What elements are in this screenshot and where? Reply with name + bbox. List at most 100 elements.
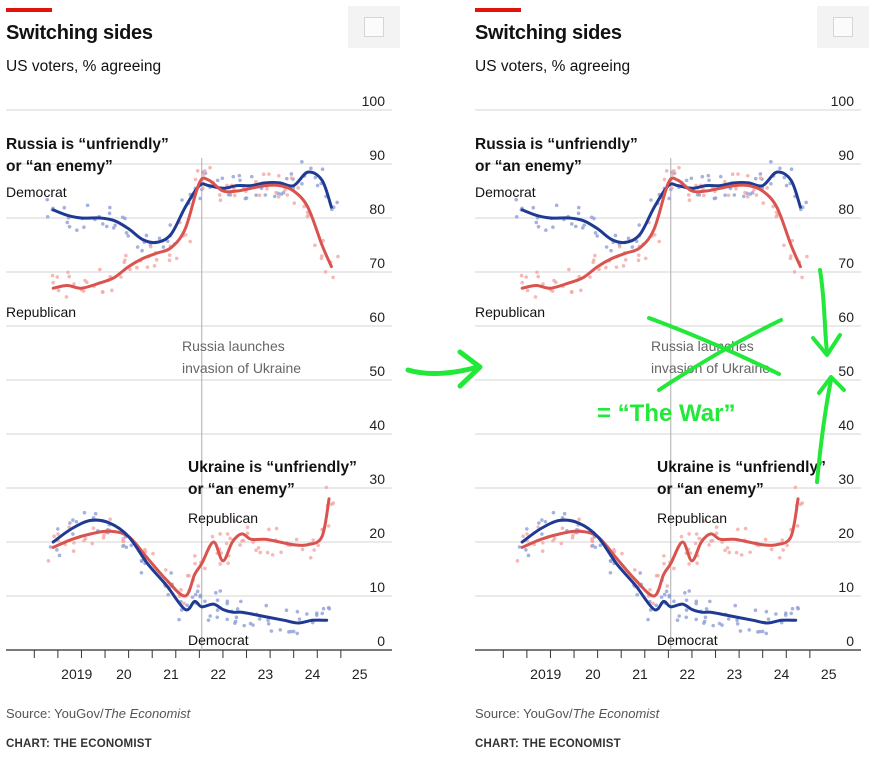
survey-dot	[760, 629, 765, 634]
survey-dot	[662, 177, 667, 182]
panel-gap	[405, 0, 469, 758]
survey-dot	[782, 175, 787, 180]
survey-dot	[552, 536, 557, 541]
survey-dot	[526, 553, 531, 558]
survey-dot	[544, 228, 548, 232]
survey-dot	[65, 220, 70, 225]
arrow-down-icon	[818, 268, 829, 354]
survey-dot	[174, 256, 179, 261]
survey-dot	[119, 275, 123, 279]
survey-dot	[580, 226, 585, 230]
survey-dot	[525, 532, 529, 536]
survey-dot	[524, 275, 529, 279]
russia-panel-label: or “an enemy”	[6, 158, 113, 175]
survey-dot	[274, 526, 279, 531]
survey-dot	[725, 546, 730, 550]
survey-dot	[124, 545, 129, 550]
survey-dot	[592, 258, 596, 262]
series-line-republican-ukraine	[51, 497, 331, 598]
survey-dot	[294, 537, 299, 542]
y-tick-label: 40	[369, 417, 385, 433]
survey-dot	[203, 599, 207, 604]
survey-dot	[225, 617, 229, 622]
survey-dot	[590, 543, 595, 548]
survey-dot	[135, 245, 140, 249]
survey-dot	[519, 273, 524, 278]
y-tick-label: 100	[362, 93, 386, 109]
survey-dot	[714, 531, 719, 536]
survey-dot	[702, 619, 707, 624]
x-tick-label: 21	[163, 666, 179, 682]
bookmark-icon[interactable]	[348, 6, 400, 48]
survey-dot	[193, 561, 197, 566]
y-tick-label: 60	[838, 309, 854, 325]
survey-dot	[267, 172, 271, 176]
survey-dot	[781, 548, 785, 552]
survey-dot	[536, 224, 541, 229]
survey-dot	[777, 556, 782, 560]
survey-dot	[201, 186, 205, 190]
survey-dot	[311, 538, 316, 543]
y-tick-label: 30	[369, 471, 385, 487]
x-tick-label: 21	[632, 666, 648, 682]
survey-dot	[225, 601, 229, 606]
survey-dot	[218, 589, 223, 593]
survey-dot	[67, 274, 72, 279]
survey-dot	[608, 570, 613, 575]
survey-dot	[279, 192, 284, 196]
survey-dot	[257, 193, 262, 198]
survey-dot	[670, 186, 674, 190]
bookmark-icon[interactable]	[817, 6, 869, 48]
survey-dot	[675, 618, 680, 622]
survey-dot	[121, 537, 125, 541]
survey-dot	[195, 589, 200, 594]
survey-dot	[753, 608, 758, 613]
survey-dot	[536, 274, 541, 279]
chart-subtitle: US voters, % agreeing	[6, 58, 162, 75]
survey-dot	[312, 548, 316, 552]
survey-dot	[336, 254, 340, 259]
survey-dot	[315, 183, 320, 188]
survey-dot	[166, 592, 171, 597]
survey-dot	[790, 606, 795, 611]
survey-dot	[684, 608, 689, 612]
survey-dot	[694, 601, 698, 606]
survey-dot	[735, 618, 739, 622]
survey-dot	[554, 203, 559, 208]
survey-dot	[263, 193, 268, 197]
survey-dot	[46, 559, 51, 563]
survey-dot	[179, 588, 183, 592]
survey-dot	[108, 517, 112, 522]
survey-dot	[765, 186, 769, 190]
survey-dot	[188, 239, 192, 244]
survey-dot	[177, 617, 181, 622]
survey-dot	[784, 183, 789, 188]
survey-dot	[72, 540, 76, 545]
survey-dot	[100, 222, 105, 226]
survey-dot	[521, 534, 525, 539]
survey-dot	[232, 193, 237, 198]
survey-dot	[272, 194, 277, 199]
survey-dot	[704, 607, 709, 611]
survey-dot	[732, 193, 737, 197]
survey-dot	[104, 224, 109, 229]
survey-dot	[51, 280, 55, 285]
survey-dot	[215, 608, 220, 612]
survey-dot	[667, 594, 672, 599]
overlay-text-the-war: = “The War”	[597, 400, 735, 427]
survey-dot	[249, 174, 254, 179]
survey-dot	[305, 612, 309, 616]
survey-dot	[577, 517, 581, 522]
survey-dot	[537, 521, 541, 525]
survey-dot	[217, 193, 222, 197]
survey-dot	[667, 196, 671, 201]
survey-dot	[148, 244, 153, 249]
survey-dot	[326, 524, 331, 528]
survey-dot	[72, 282, 76, 286]
survey-dot	[687, 589, 692, 593]
survey-dot	[774, 612, 778, 616]
survey-dot	[736, 527, 740, 532]
survey-dot	[203, 169, 207, 173]
survey-dot	[331, 205, 336, 210]
